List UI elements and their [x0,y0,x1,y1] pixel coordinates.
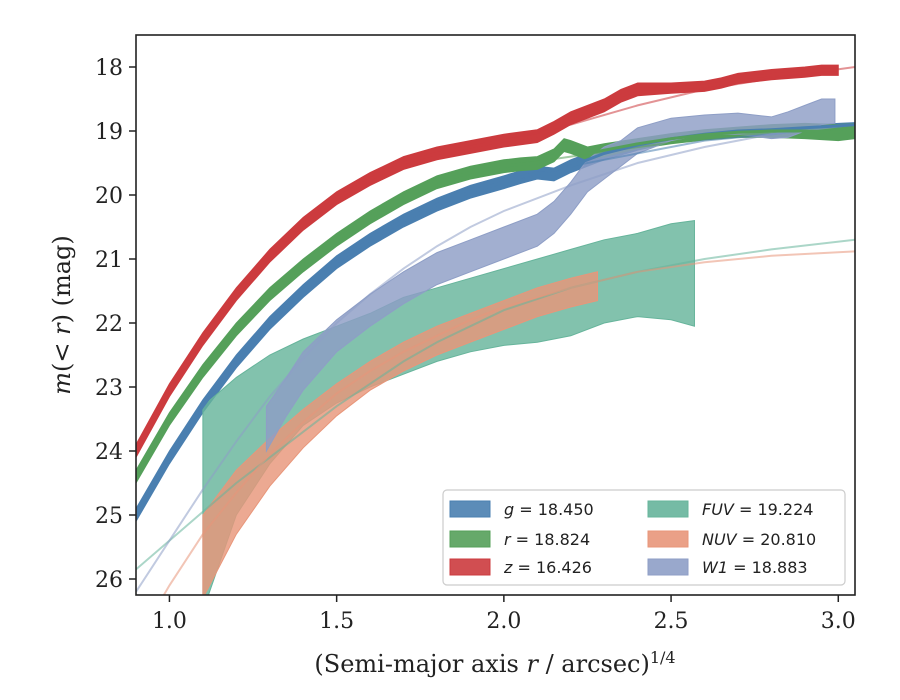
y-axis-label: m(< r) (mag) [48,235,76,395]
legend-label-g: g = 18.450 [504,500,594,519]
x-axis-ticks: 1.0 1.5 2.0 2.5 3.0 [152,595,856,634]
legend-swatch-g [449,500,491,518]
x-tick-label: 3.0 [821,609,856,634]
y-tick-label: 24 [95,440,123,465]
y-tick-label: 22 [95,312,123,337]
x-tick-label: 2.5 [654,609,689,634]
legend-swatch-r [449,530,491,548]
y-tick-label: 26 [95,568,123,593]
profile-line-r [136,129,855,478]
band-r [136,122,855,484]
legend-swatch-z [449,558,491,576]
band-g [136,122,855,523]
y-tick-label: 25 [95,504,123,529]
model-curve-w1 [136,123,855,593]
plot-frame [135,34,856,596]
y-tick-label: 19 [95,120,123,145]
legend-label-r: r = 18.824 [504,530,590,549]
x-tick-label: 1.0 [152,609,187,634]
legend: g = 18.450 r = 18.824 z = 16.426 FUV = 19.2… [442,489,846,586]
legend-label-fuv: FUV = 19.224 [702,500,813,519]
legend-label-z: z = 16.426 [503,558,592,577]
y-tick-label: 20 [95,184,123,209]
y-tick-label: 23 [95,376,123,401]
legend-swatch-fuv [647,500,689,518]
y-axis-ticks: 18 19 20 21 22 23 24 25 26 [95,56,136,593]
legend-label-w1: W1 = 18.883 [702,558,808,577]
legend-box [442,489,846,586]
profile-line-z [136,68,839,452]
legend-swatch-w1 [647,558,689,576]
y-tick-label: 18 [95,56,123,81]
x-axis-label: (Semi-major axis r / arcsec)1/4 [314,648,675,679]
profile-lines [136,68,855,516]
y-tick-label: 21 [95,248,123,273]
model-curve-fuv [136,238,855,571]
band-nuv [202,271,598,595]
model-curve-nuv [162,250,855,595]
legend-swatch-nuv [647,530,689,548]
x-tick-label: 2.0 [486,609,521,634]
legend-label-nuv: NUV = 20.810 [702,530,816,549]
x-tick-label: 1.5 [319,609,354,634]
